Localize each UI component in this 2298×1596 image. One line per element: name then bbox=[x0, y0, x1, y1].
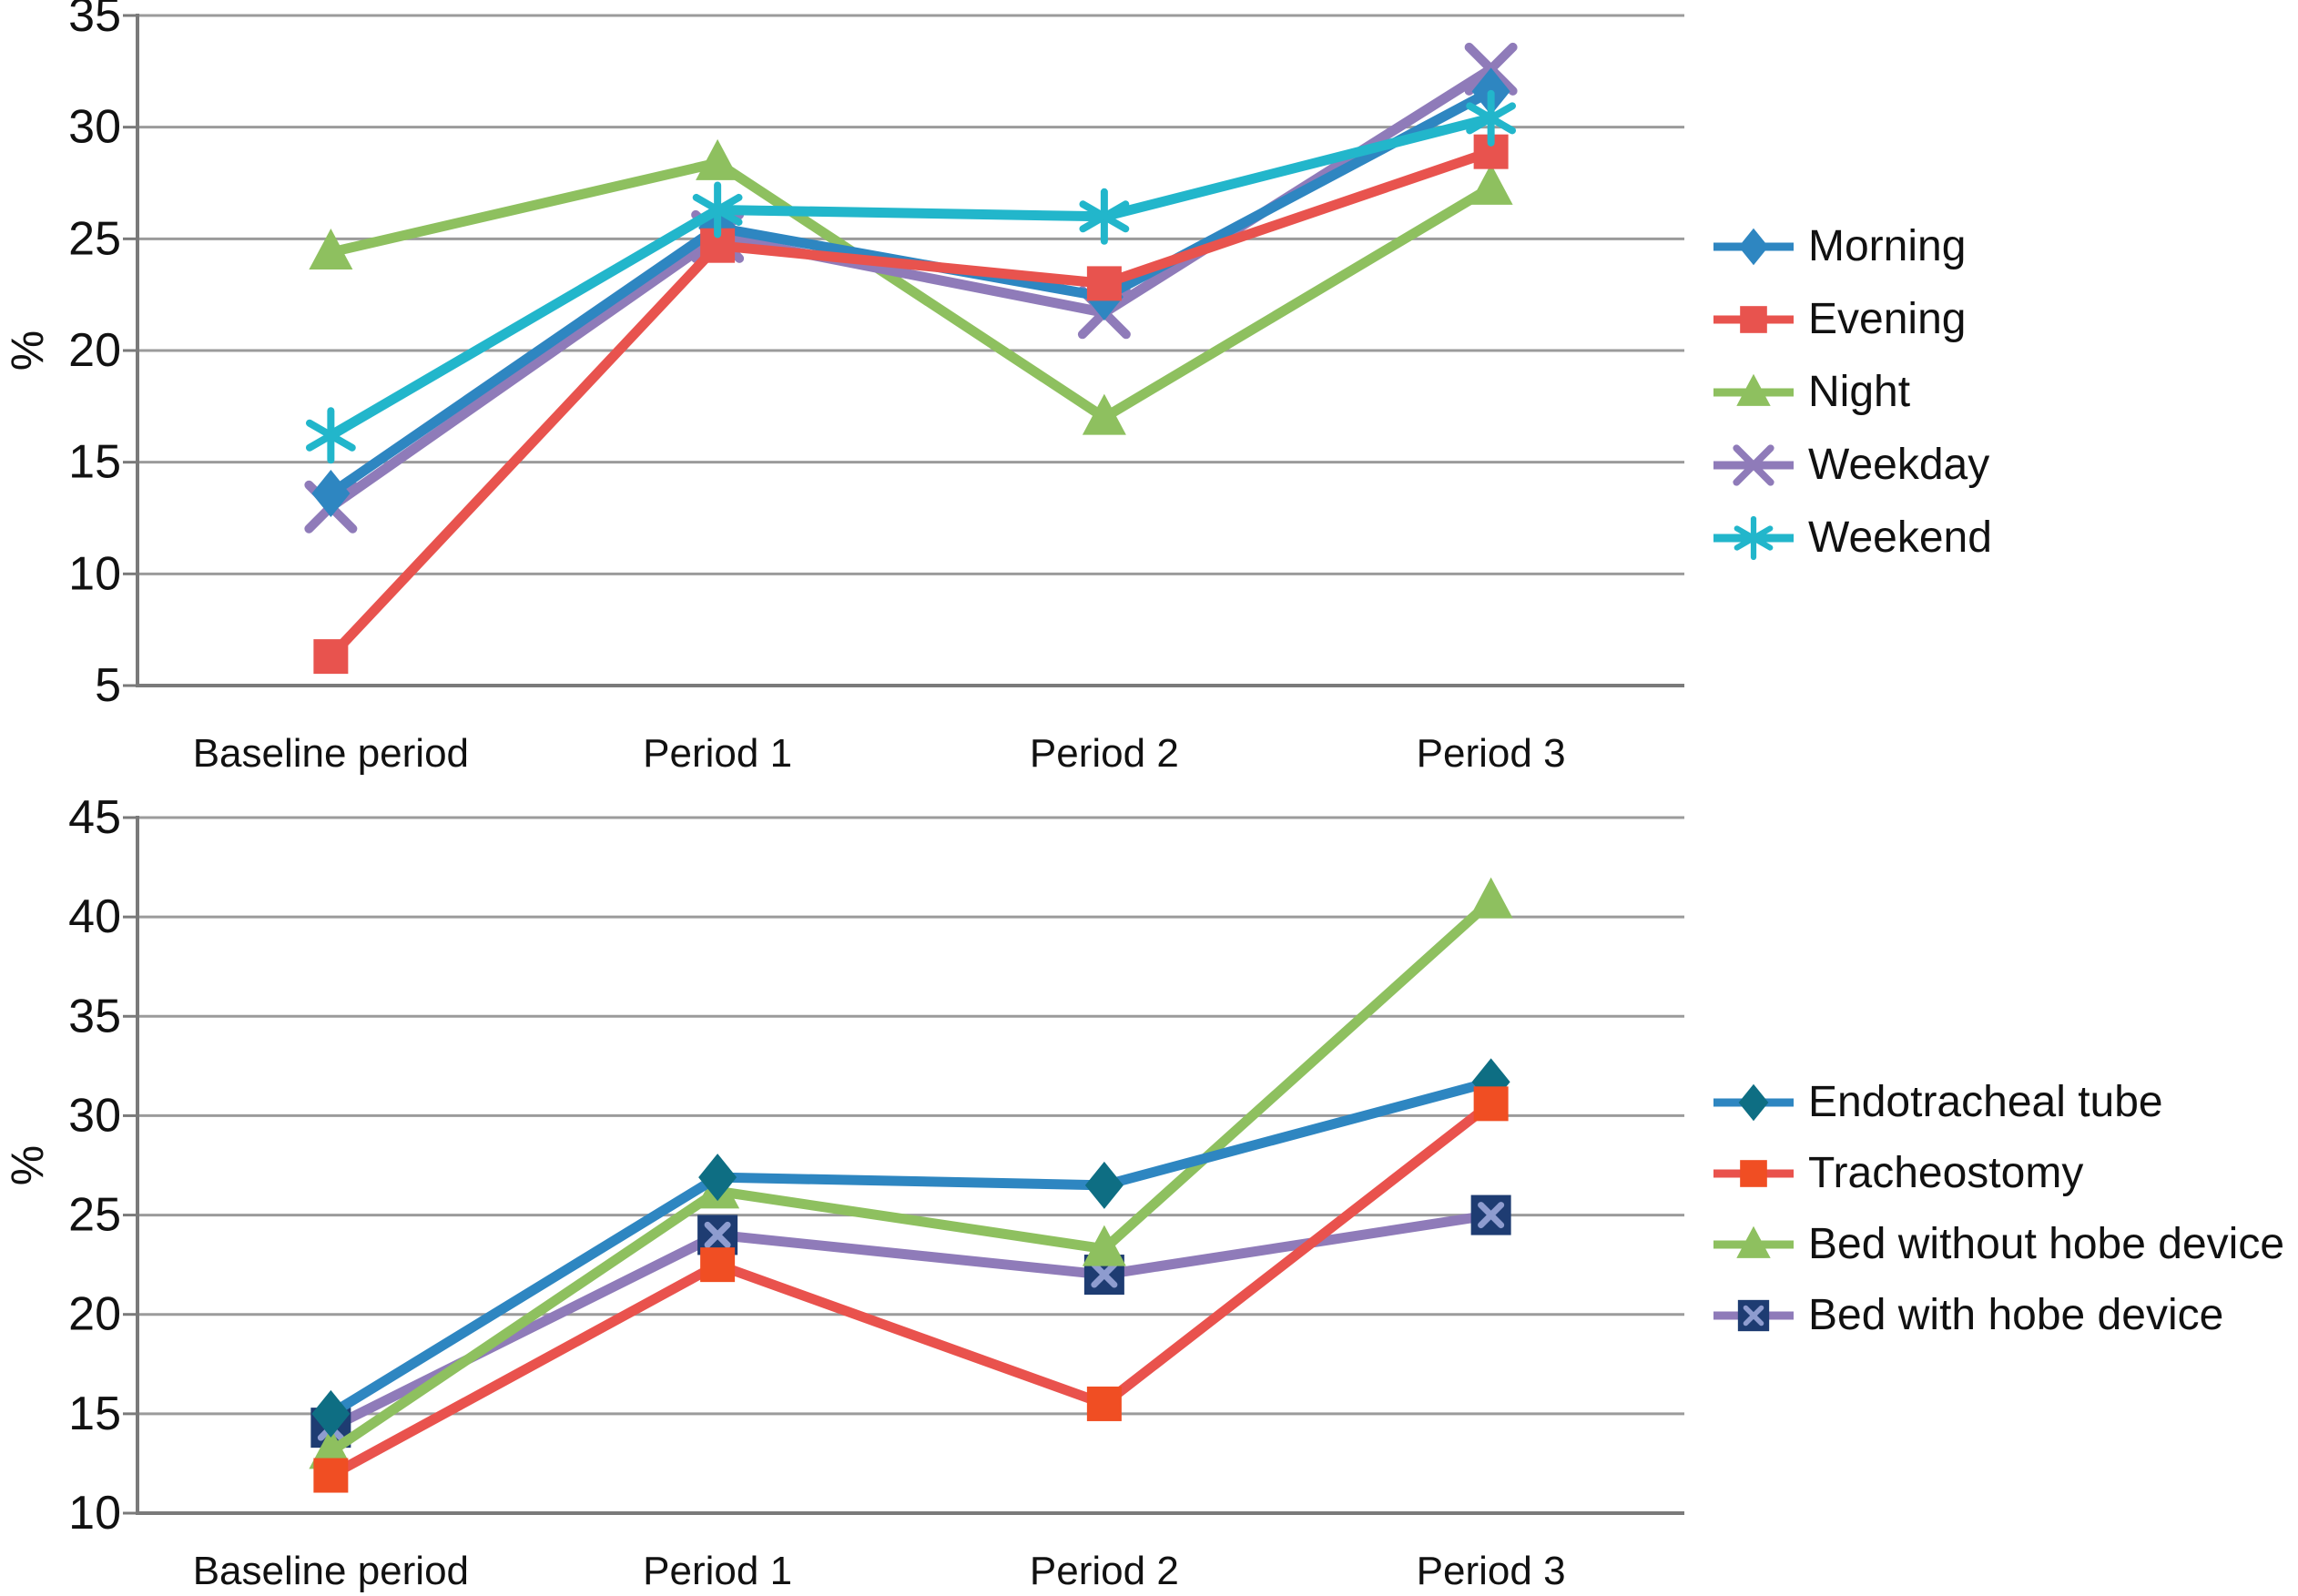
top-chart-y-tick-label: 5 bbox=[95, 659, 121, 712]
legend-label: Weekday bbox=[1808, 441, 1990, 489]
weekend-asterisk-marker-icon bbox=[1713, 515, 1794, 561]
bottom-chart-legend: Endotracheal tube Tracheostomy Bed without… bbox=[1712, 1080, 2284, 1338]
legend-item-weekday: Weekday bbox=[1712, 442, 1992, 488]
bottom-chart-series-tracheostomy bbox=[313, 1086, 1509, 1493]
legend-item-night: Night bbox=[1712, 370, 1992, 415]
weekday-x-marker-icon bbox=[1713, 444, 1794, 486]
bottom-chart-x-category-label: Period 2 bbox=[1030, 1549, 1179, 1593]
top-chart-x-category-label: Period 1 bbox=[643, 731, 792, 776]
legend-item-endotracheal-tube: Endotracheal tube bbox=[1712, 1080, 2284, 1125]
bed-with-hobe-device-square-x-marker-icon bbox=[1713, 1299, 1794, 1332]
top-chart-y-tick-label: 20 bbox=[68, 324, 121, 377]
top-chart-series-weekend bbox=[305, 89, 1517, 464]
bottom-chart-y-tick-label: 25 bbox=[68, 1189, 121, 1242]
bottom-chart-x-category-label: Baseline period bbox=[193, 1549, 469, 1593]
bottom-chart: 10 15 20 25 30 35 40 45% Baseline period Period 1… bbox=[2, 791, 1684, 1593]
top-chart-x-category-label: Baseline period bbox=[193, 731, 469, 776]
top-chart-series-night bbox=[309, 138, 1513, 435]
top-chart-y-axis-title: % bbox=[2, 330, 53, 371]
evening-square-marker-icon bbox=[1713, 306, 1794, 333]
legend-item-bed-with-hobe-device: Bed with hobe device bbox=[1712, 1293, 2284, 1338]
legend-label: Endotracheal tube bbox=[1808, 1078, 2163, 1126]
legend-item-morning: Morning bbox=[1712, 224, 1992, 269]
legend-item-bed-without-hobe-device: Bed without hobe device bbox=[1712, 1222, 2284, 1267]
top-chart-legend: Morning Evening Night Weekday Weekend bbox=[1712, 224, 1992, 561]
bottom-chart-y-tick-label: 10 bbox=[68, 1487, 121, 1540]
bottom-chart-y-tick-label: 40 bbox=[68, 890, 121, 943]
legend-label: Bed with hobe device bbox=[1808, 1291, 2224, 1339]
bottom-chart-y-tick-label: 30 bbox=[68, 1089, 121, 1142]
legend-item-tracheostomy: Tracheostomy bbox=[1712, 1151, 2284, 1196]
legend-label: Evening bbox=[1808, 295, 1967, 343]
bottom-chart-y-tick-label: 35 bbox=[68, 990, 121, 1042]
top-chart-y-tick-label: 35 bbox=[68, 0, 121, 42]
legend-item-evening: Evening bbox=[1712, 297, 1992, 342]
bottom-chart-y-axis-title: % bbox=[2, 1145, 53, 1185]
bottom-chart-x-category-label: Period 1 bbox=[643, 1549, 792, 1593]
bottom-chart-x-category-label: Period 3 bbox=[1417, 1549, 1566, 1593]
bottom-chart-y-tick-label: 20 bbox=[68, 1288, 121, 1341]
legend-label: Tracheostomy bbox=[1808, 1149, 2084, 1197]
endotracheal-tube-diamond-marker-icon bbox=[1713, 1083, 1794, 1122]
bottom-chart-series-bed-without-hobe-device bbox=[309, 877, 1513, 1469]
bottom-chart-y-tick-label: 45 bbox=[68, 791, 121, 844]
bottom-chart-y-tick-label: 15 bbox=[68, 1388, 121, 1440]
top-chart-y-tick-label: 10 bbox=[68, 547, 121, 600]
morning-diamond-marker-icon bbox=[1713, 228, 1794, 266]
legend-item-weekend: Weekend bbox=[1712, 515, 1992, 561]
top-chart-x-category-label: Period 3 bbox=[1417, 731, 1566, 776]
legend-label: Morning bbox=[1808, 222, 1967, 270]
top-chart-y-tick-label: 25 bbox=[68, 212, 121, 265]
bed-without-hobe-device-triangle-marker-icon bbox=[1713, 1225, 1794, 1258]
legend-label: Night bbox=[1808, 368, 1911, 416]
legend-label: Weekend bbox=[1808, 513, 1992, 562]
bottom-chart-series-endotracheal-tube bbox=[311, 1058, 1510, 1438]
top-chart-x-category-label: Period 2 bbox=[1030, 731, 1179, 776]
tracheostomy-square-marker-icon bbox=[1713, 1160, 1794, 1187]
night-triangle-marker-icon bbox=[1713, 373, 1794, 406]
legend-label: Bed without hobe device bbox=[1808, 1220, 2285, 1268]
top-chart-y-tick-label: 15 bbox=[68, 436, 121, 489]
top-chart: 5 10 15 20 25 30 35% Baseline period Period 1 Per… bbox=[2, 0, 1684, 776]
top-chart-y-tick-label: 30 bbox=[68, 101, 121, 154]
